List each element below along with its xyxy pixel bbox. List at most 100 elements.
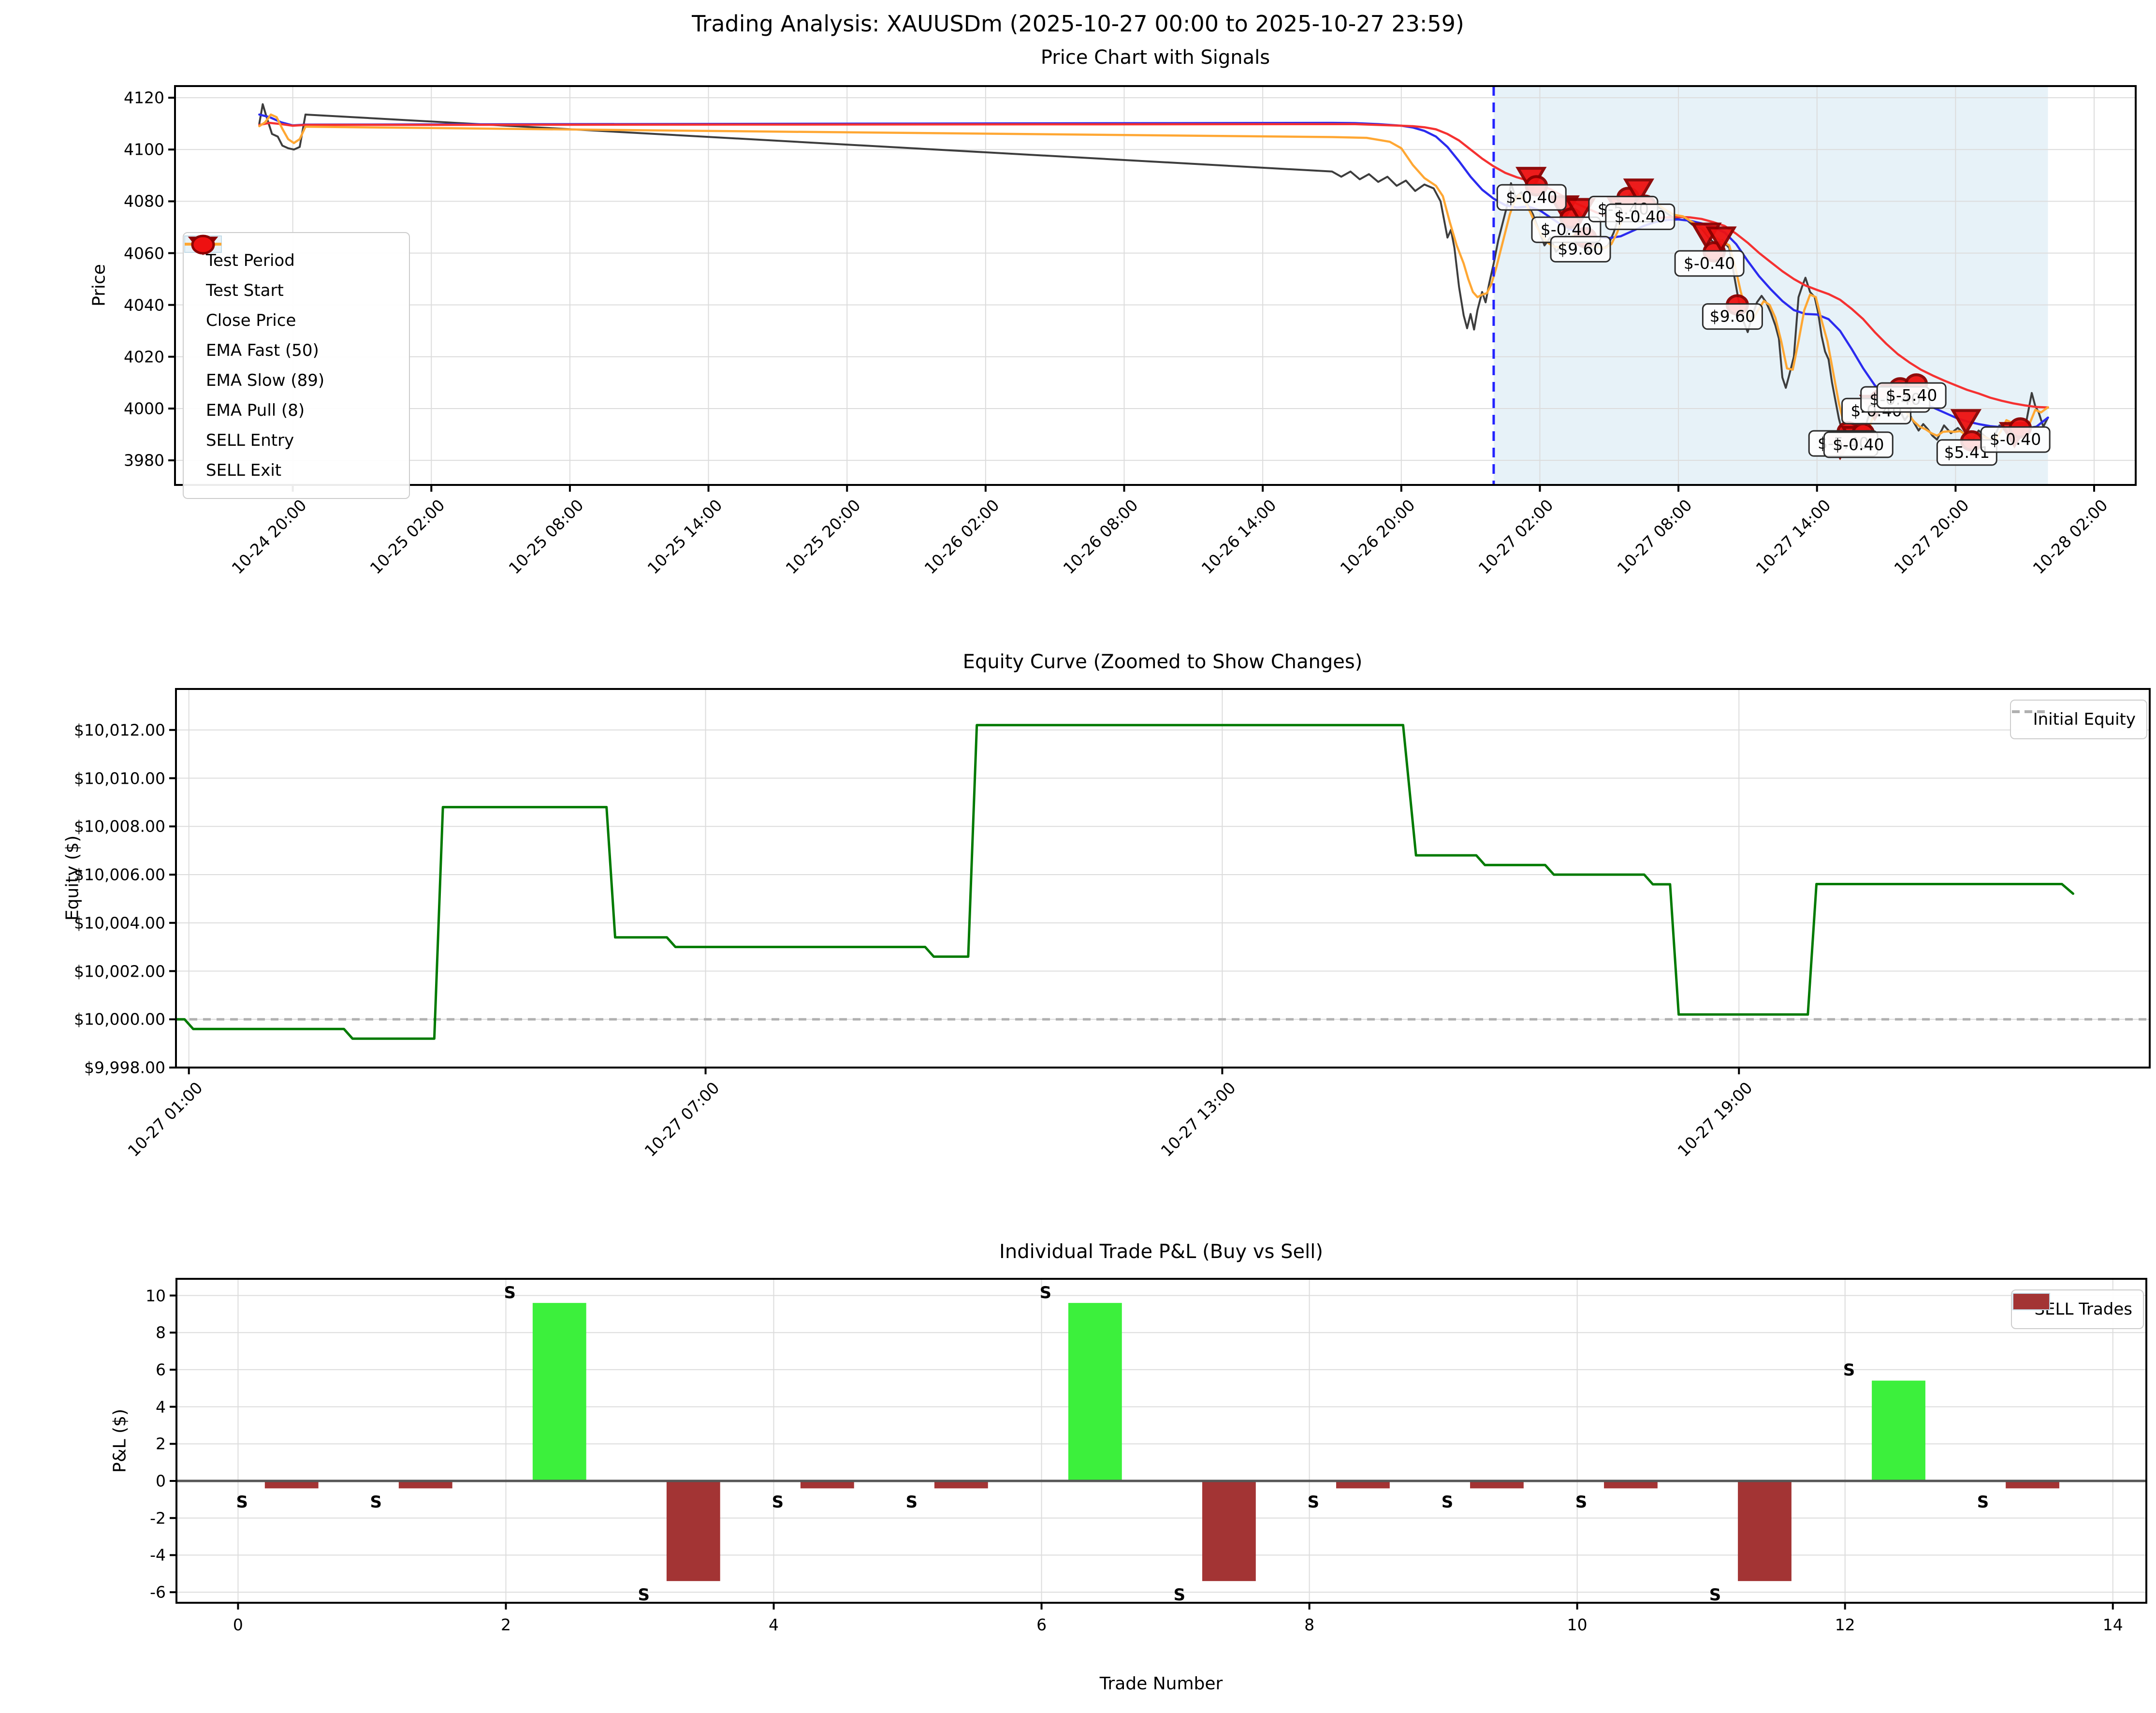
- sell-trade-marker-label: S: [1843, 1361, 1855, 1380]
- pnl-ytick-label: 8: [156, 1323, 166, 1342]
- equity-legend-label: Initial Equity: [2033, 710, 2136, 729]
- trade-pnl-annotation: $9.60: [1550, 235, 1611, 263]
- equity-ytick-label: $10,006.00: [74, 865, 165, 884]
- trade-pnl-annotation: $-0.40: [1823, 431, 1894, 458]
- pnl-chart-xlabel: Trade Number: [1099, 1674, 1223, 1694]
- equity-ytick-label: $10,002.00: [74, 962, 165, 981]
- sell-trade-marker-label: S: [772, 1493, 784, 1512]
- equity-ytick-label: $10,004.00: [74, 913, 165, 933]
- sell-trade-marker-label: S: [504, 1283, 516, 1303]
- pnl-xtick-label: 14: [2102, 1615, 2123, 1634]
- equity-ytick-label: $9,998.00: [84, 1058, 165, 1077]
- sell-trade-marker-label: S: [1575, 1493, 1588, 1512]
- trade-pnl-bar: [2006, 1481, 2059, 1489]
- price-ytick-label: 4040: [124, 295, 164, 315]
- price-legend-label: EMA Slow (89): [206, 371, 325, 390]
- price-ytick-label: 3980: [124, 451, 164, 470]
- trade-pnl-bar: [800, 1481, 854, 1489]
- sell-trade-marker-label: S: [370, 1493, 382, 1512]
- sell-trade-marker-label: S: [1709, 1585, 1721, 1605]
- trade-pnl-bar: [532, 1303, 586, 1481]
- trade-pnl-bar: [1470, 1481, 1524, 1489]
- trade-pnl-annotation-text: $-0.40: [1506, 188, 1557, 206]
- price-spines: [174, 85, 2137, 486]
- pnl-xtick-label: 0: [233, 1615, 243, 1634]
- sell-trade-marker-label: S: [905, 1493, 918, 1512]
- equity-chart-title: Equity Curve (Zoomed to Show Changes): [962, 651, 1363, 673]
- pnl-spines: [175, 1278, 2147, 1604]
- price-legend-label: Test Start: [206, 281, 284, 300]
- pnl-ytick-label: 10: [146, 1286, 166, 1305]
- equity-ytick-label: $10,008.00: [74, 817, 165, 836]
- pnl-ytick-label: -2: [150, 1508, 166, 1528]
- equity-ytick-label: $10,010.00: [74, 769, 165, 788]
- trade-pnl-annotation: $-0.40: [1605, 203, 1675, 230]
- trade-pnl-bar: [398, 1481, 452, 1489]
- trade-pnl-annotation-text: $9.60: [1710, 307, 1755, 326]
- equity-curve-line: [175, 724, 2074, 1040]
- price-legend-label: EMA Fast (50): [206, 341, 319, 360]
- price-chart-legend: Test Period Test Start Close Price EMA Fast…: [183, 232, 410, 499]
- trade-pnl-annotation-text: $-5.40: [1886, 386, 1937, 405]
- pnl-xtick-label: 12: [1835, 1615, 1855, 1634]
- sell-trade-marker-label: S: [1039, 1283, 1052, 1303]
- price-ytick-label: 4000: [124, 399, 164, 418]
- trade-pnl-annotation: $-0.40: [1496, 184, 1567, 211]
- trade-pnl-bar: [666, 1481, 720, 1581]
- price-ytick-label: 4120: [124, 88, 164, 107]
- price-legend-label: Test Period: [206, 251, 295, 270]
- pnl-ytick-label: -6: [150, 1582, 166, 1602]
- sell-trade-marker-label: S: [1307, 1493, 1320, 1512]
- equity-chart-legend: Initial Equity: [2010, 700, 2147, 739]
- price-ytick-label: 4080: [124, 191, 164, 211]
- trade-pnl-annotation: $-5.40: [1876, 382, 1947, 409]
- pnl-legend-label: SELL Trades: [2034, 1300, 2132, 1319]
- pnl-xtick-label: 8: [1304, 1615, 1315, 1634]
- trade-pnl-annotation-text: $-0.40: [1615, 207, 1666, 226]
- pnl-xtick-label: 4: [769, 1615, 779, 1634]
- series-ema-pull-8-: [258, 113, 2049, 447]
- trade-pnl-annotation: $-0.40: [1674, 250, 1745, 277]
- sell-entry-marker: [1623, 178, 1655, 205]
- pnl-legend-item: SELL Trades: [2012, 1293, 2143, 1324]
- price-ytick-label: 4020: [124, 347, 164, 366]
- price-ytick-label: 4100: [124, 140, 164, 159]
- trade-pnl-annotation-text: $-0.40: [1541, 220, 1592, 239]
- sell-entry-marker: [1950, 409, 1982, 436]
- sell-trade-marker-label: S: [638, 1585, 650, 1605]
- pnl-ytick-label: 0: [156, 1471, 166, 1491]
- pnl-ytick-label: 4: [156, 1397, 166, 1417]
- pnl-chart-legend: SELL Trades: [2011, 1289, 2144, 1329]
- equity-ytick-label: $10,012.00: [74, 720, 165, 740]
- pnl-ytick-label: -4: [150, 1545, 166, 1565]
- pnl-ytick-label: 2: [156, 1434, 166, 1453]
- price-legend-label: SELL Exit: [206, 461, 282, 480]
- equity-spines: [175, 688, 2151, 1069]
- price-legend-label: Close Price: [206, 311, 296, 330]
- sell-trade-marker-label: S: [1441, 1493, 1454, 1512]
- sell-entry-marker: [1705, 226, 1737, 253]
- trade-pnl-annotation-text: $9.60: [1558, 239, 1603, 258]
- price-legend-label: EMA Pull (8): [206, 401, 305, 420]
- sell-trade-marker-label: S: [1173, 1585, 1186, 1605]
- sell-trade-marker-label: S: [236, 1493, 248, 1512]
- trade-pnl-annotation-text: $-0.40: [1684, 254, 1735, 273]
- pnl-ytick-label: 6: [156, 1360, 166, 1379]
- sell-entry-marker: [1564, 198, 1596, 225]
- pnl-chart-title: Individual Trade P&L (Buy vs Sell): [999, 1241, 1323, 1263]
- price-legend-item: SELL Exit: [184, 234, 409, 485]
- trade-pnl-annotation-text: $-0.40: [1990, 430, 2041, 449]
- trade-pnl-bar: [1202, 1481, 1256, 1581]
- pnl-xtick-label: 2: [500, 1615, 511, 1634]
- price-legend-item: EMA Pull (8): [184, 243, 409, 425]
- equity-ytick-label: $10,000.00: [74, 1010, 165, 1029]
- trade-pnl-annotation: $9.60: [1702, 303, 1763, 330]
- series-ema-slow-89-: [258, 121, 2049, 409]
- sell-trade-marker-label: S: [1977, 1493, 1989, 1512]
- pnl-xtick-label: 10: [1567, 1615, 1588, 1634]
- trade-pnl-annotation: $-0.40: [1980, 426, 2051, 453]
- price-ytick-label: 4060: [124, 244, 164, 263]
